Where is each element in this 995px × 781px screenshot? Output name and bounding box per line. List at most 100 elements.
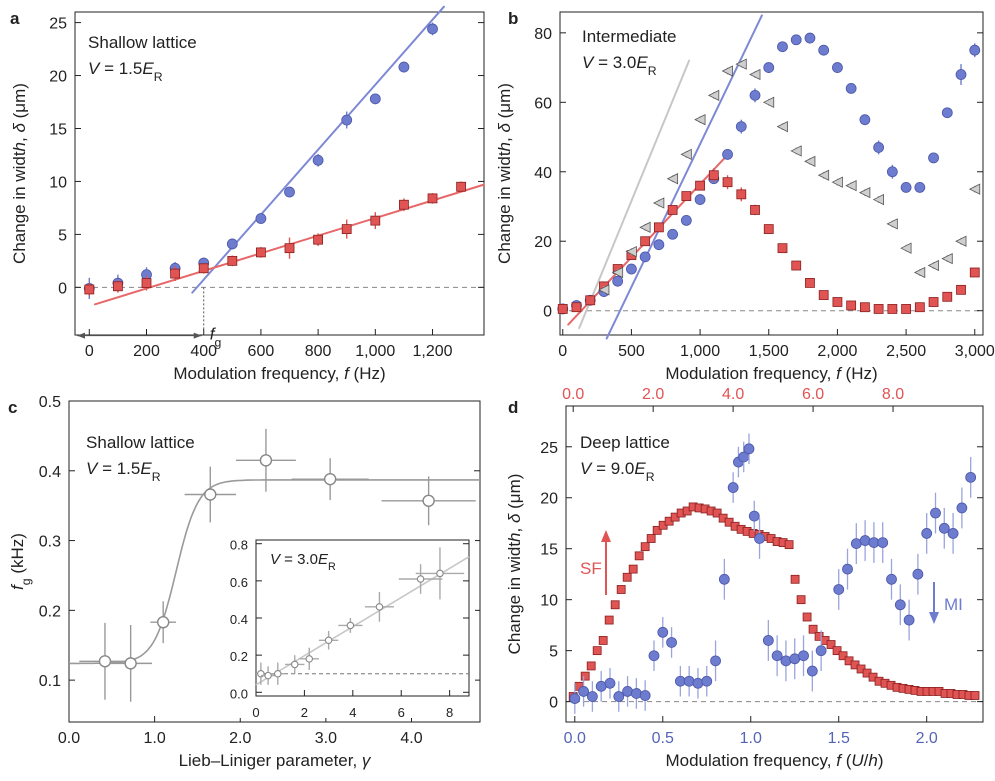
data-point [586,691,598,702]
data-point [580,671,590,681]
data-point [832,297,843,307]
panel-title: Intermediate [582,27,677,46]
data-point [622,686,633,697]
x-tick-label: 500 [618,343,645,360]
data-point [762,635,774,646]
data-point [815,645,827,657]
data-point [928,297,939,307]
inset-label: V = 3.0ER [270,551,336,573]
data-point [227,255,238,266]
data-point [791,260,802,271]
panel-label: b [508,9,518,28]
data-point [956,284,966,295]
mi-label: MI [944,595,963,614]
data-point [901,304,911,314]
data-point [692,677,704,689]
data-point [695,180,705,191]
data-point [968,183,981,195]
data-point [284,243,295,254]
data-point [666,637,677,648]
y-axis-label: fg (kHz) [8,533,33,590]
y-tick-label: 0.4 [39,464,61,481]
data-point [141,278,152,289]
data-point [667,228,679,240]
y-axis-label: Change in width, δ (μm) [505,474,524,655]
y-axis-label: Change in width, δ (μm) [495,83,514,264]
data-point [683,675,695,687]
data-point [842,563,853,575]
data-point [707,89,720,102]
data-point [204,488,217,501]
data-point [790,145,802,157]
y-tick-label: 5 [58,227,67,244]
panel-a: 0 200 400 600 800 1,000 1,200 0 5 10 15 20 25 a Shallo… [10,5,485,383]
data-point [652,197,665,209]
x-tick-label: 2,500 [886,343,926,360]
plot-frame [565,405,984,723]
data-point [422,494,435,507]
data-point [722,177,733,188]
y-tick-label: 0.8 [230,538,248,553]
data-point [886,218,898,230]
panel-d: 0.0 0.5 1.0 1.5 2.0 0 5 10 15 20 25 0.0 2.0 4.0 6.0 8.0… [505,386,984,770]
x-tick-label: 400 [190,343,217,360]
x-tick-label: 1,000 [355,343,395,360]
data-point [323,472,337,486]
data-point [634,551,644,561]
data-point [818,290,829,300]
data-point [667,205,678,215]
data-point [826,640,836,649]
x-axis-label: Modulation frequency, f (Hz) [665,364,877,383]
data-point [970,691,980,700]
data-point [616,585,626,594]
data-point [611,266,624,279]
top-x-tick-label: 2.0 [642,386,664,403]
x-tick-label: 1.0 [144,730,166,747]
data-point [754,533,765,544]
data-point [955,69,967,80]
data-point [903,614,915,626]
panel-label: d [508,398,518,417]
data-point [259,454,273,467]
data-point [648,650,660,662]
data-point [578,686,589,697]
data-point [640,542,650,552]
data-point [749,89,761,101]
x-axis-label: Modulation frequency, f (Hz) [173,364,385,383]
data-point [798,650,809,662]
data-point [873,142,885,153]
data-point [969,267,980,278]
panel-title: V = 1.5ER [86,459,161,484]
y-tick-label: 80 [534,26,552,43]
data-point [777,41,788,53]
mi-arrow-head [929,612,939,624]
y-tick-label: 0.4 [230,612,248,627]
panel-title: Deep lattice [580,433,670,452]
x-tick-label: 3,000 [955,343,995,360]
inset-data-point [375,603,384,611]
data-point [942,291,953,302]
fg-arrow-head [77,332,85,339]
data-point [639,221,651,233]
y-tick-label: 10 [49,174,67,191]
data-point [727,482,739,493]
data-point [639,251,651,263]
inset-data-point [436,569,444,578]
y-tick-label: 20 [534,234,552,251]
data-point [938,522,950,534]
data-point [806,665,818,677]
x-tick-label: 4.0 [400,730,422,747]
data-point [708,170,719,181]
plot-frame [74,11,485,336]
data-point [598,284,610,296]
y-tick-label: 0 [549,695,558,712]
data-point [718,573,730,585]
data-point [722,148,733,160]
x-tick-label: 0 [85,343,94,360]
top-x-tick-label: 6.0 [802,386,824,403]
data-point [886,166,898,178]
data-point [652,525,662,535]
data-point [914,302,925,313]
data-point [780,655,792,667]
fit-line [191,5,445,294]
